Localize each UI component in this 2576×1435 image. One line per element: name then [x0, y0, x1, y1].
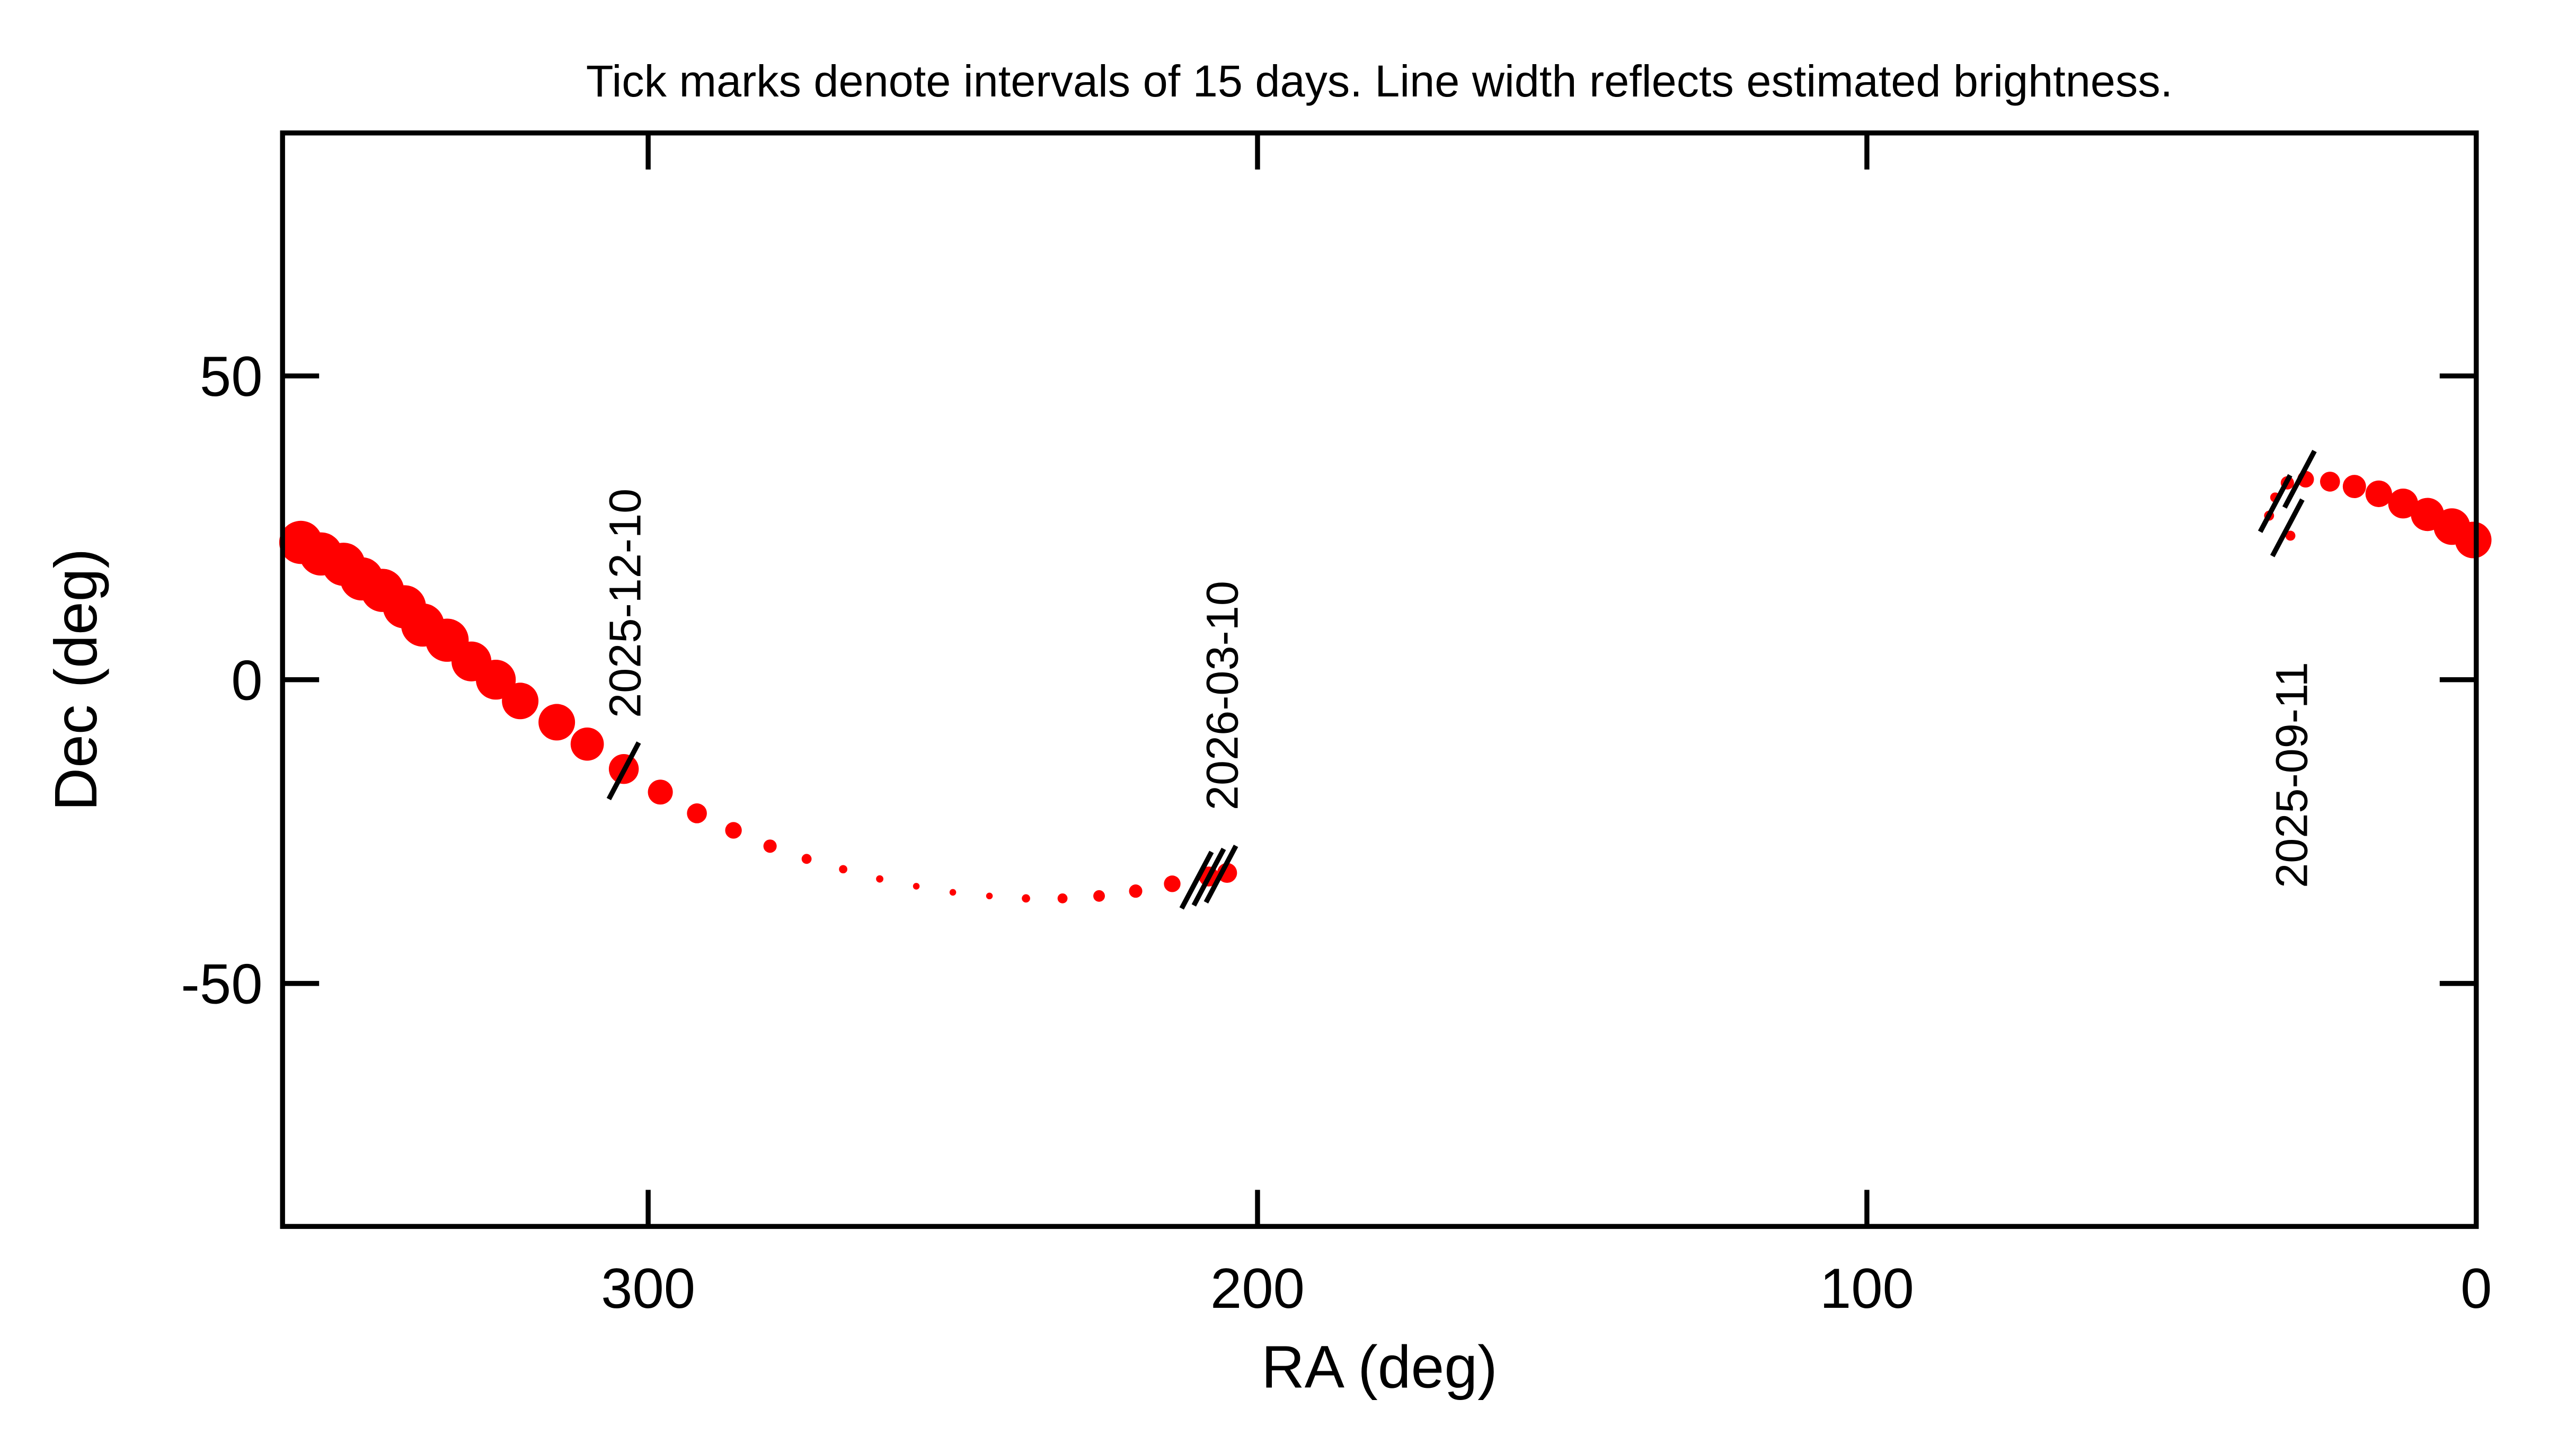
date-tick	[1179, 851, 1214, 910]
trajectory-point	[949, 889, 957, 896]
x-tick-label: 0	[2460, 1256, 2492, 1320]
trajectory-point	[2388, 488, 2419, 519]
date-annotation: 2025-09-11	[2266, 662, 2316, 888]
date-tick	[2270, 498, 2305, 557]
date-tick	[2282, 449, 2317, 509]
trajectory-point	[2365, 480, 2392, 507]
x-tick-label: 100	[1820, 1256, 1914, 1320]
trajectory-point	[876, 875, 883, 883]
trajectory-point	[725, 822, 742, 839]
trajectory-point	[2455, 521, 2492, 559]
trajectory-point	[1093, 890, 1105, 902]
trajectory-point	[1057, 893, 1068, 903]
trajectory-point	[687, 803, 707, 823]
trajectory-point	[986, 892, 993, 900]
y-tick-label: 0	[231, 648, 262, 712]
date-annotation: 2026-03-10	[1197, 581, 1247, 810]
trajectory-point	[476, 660, 516, 700]
trajectory-point	[1022, 894, 1030, 903]
trajectory-point	[648, 779, 673, 805]
date-tick	[2258, 474, 2292, 533]
trajectory-point	[502, 683, 539, 720]
date-tick	[606, 741, 641, 801]
trajectory-point	[1164, 875, 1181, 892]
trajectory-point	[2342, 475, 2366, 499]
trajectory-point	[763, 839, 777, 853]
plot-area: 2025-12-10 2026-03-10 2025-09-11	[279, 449, 2492, 910]
trajectory-point	[570, 727, 604, 761]
trajectory-point	[839, 865, 847, 874]
y-axis-label: Dec (deg)	[42, 548, 109, 811]
trajectory-point	[2285, 530, 2296, 541]
trajectory-point	[913, 883, 920, 890]
y-tick-label: 50	[200, 344, 263, 408]
chart-title: Tick marks denote intervals of 15 days. …	[586, 56, 2173, 106]
x-axis-label: RA (deg)	[1261, 1334, 1497, 1401]
trajectory-point	[801, 854, 812, 864]
trajectory-point	[2320, 472, 2340, 492]
trajectory-point	[1129, 884, 1143, 898]
x-tick-label: 200	[1210, 1256, 1305, 1320]
date-tick	[1191, 847, 1226, 907]
date-tick	[1203, 844, 1238, 904]
trajectory-point	[538, 704, 576, 741]
y-tick-label: -50	[181, 952, 262, 1015]
date-annotation: 2025-12-10	[599, 489, 650, 718]
x-tick-label: 300	[601, 1256, 695, 1320]
